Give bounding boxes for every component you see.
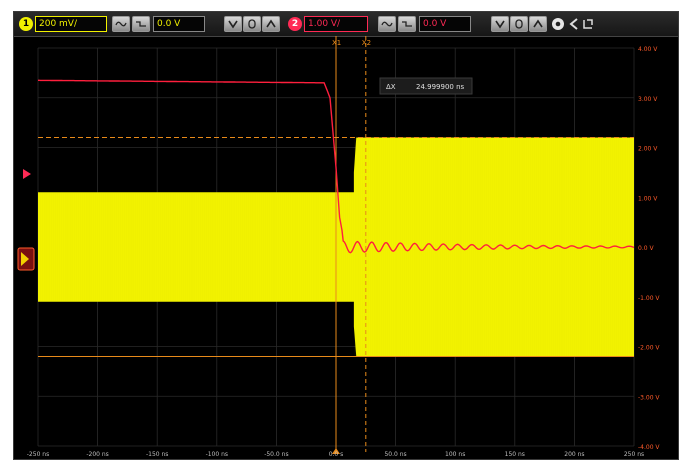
cursor-x1-label: X1	[332, 39, 341, 47]
invert-icon[interactable]	[224, 16, 242, 32]
channel-1-ground-marker[interactable]	[17, 247, 35, 271]
cursor-readout: ΔX 24.999900 ns	[379, 77, 473, 95]
y-tick-label: 0.0 V	[638, 245, 654, 252]
channel-2-trace	[38, 79, 635, 254]
channel-1-offset-field[interactable]: 0.0 V	[153, 16, 205, 32]
cursor-lines[interactable]: X1 X2	[38, 36, 634, 454]
back-icon[interactable]	[566, 16, 582, 32]
dc-coupling-icon[interactable]	[398, 16, 416, 32]
delta-x-label: ΔX	[386, 83, 396, 91]
channel-2-scale-field[interactable]: 1.00 V/	[304, 16, 368, 32]
x-tick-label: 50.0 ns	[384, 451, 406, 458]
bandwidth-limit-icon[interactable]	[510, 16, 528, 32]
y-tick-label: 2.00 V	[638, 146, 658, 153]
channel-2-ground-marker[interactable]	[23, 169, 31, 179]
x-tick-label: -200 ns	[86, 451, 108, 458]
channel-2-waveform	[38, 79, 635, 254]
up-icon[interactable]	[529, 16, 547, 32]
x-tick-label: -150 ns	[146, 451, 168, 458]
ac-coupling-icon[interactable]	[112, 16, 130, 32]
invert-icon[interactable]	[491, 16, 509, 32]
waveform-display[interactable]: X1 X2 4.00 V 3.00 V 2.00 V 1.00 V 0.0 V -1.00 …	[14, 36, 678, 459]
channel-toolbar: 1 200 mV/ 0.0 V 2 1.00 V/ 0.0 V	[14, 12, 678, 37]
y-axis-tick-labels: 4.00 V 3.00 V 2.00 V 1.00 V 0.0 V -1.00 V -2.0…	[638, 46, 660, 451]
x-tick-label: 150 ns	[505, 451, 525, 458]
y-tick-label: 1.00 V	[638, 195, 658, 202]
y-tick-label: 4.00 V	[638, 46, 658, 53]
channel-2-offset-field[interactable]: 0.0 V	[419, 16, 471, 32]
x-tick-label: -250 ns	[27, 451, 49, 458]
y-tick-label: -1.00 V	[638, 295, 660, 302]
trigger-position-marker	[332, 448, 340, 454]
x-tick-label: -100 ns	[206, 451, 228, 458]
settings-icon[interactable]	[550, 16, 566, 32]
menu-icon[interactable]	[580, 16, 596, 32]
cursor-x2-label: X2	[362, 39, 371, 47]
x-tick-label: 0.0 s	[329, 451, 344, 458]
channel-2-badge[interactable]: 2	[288, 17, 302, 31]
ac-coupling-icon[interactable]	[378, 16, 396, 32]
x-tick-label: 100 ns	[445, 451, 465, 458]
y-tick-label: 3.00 V	[638, 96, 658, 103]
y-tick-label: -3.00 V	[638, 394, 660, 401]
y-tick-label: -4.00 V	[638, 444, 660, 451]
channel-1-scale-field[interactable]: 200 mV/	[35, 16, 107, 32]
up-icon[interactable]	[262, 16, 280, 32]
x-tick-label: 250 ns	[624, 451, 644, 458]
dc-coupling-icon[interactable]	[132, 16, 150, 32]
delta-x-value: 24.999900 ns	[416, 83, 465, 91]
x-tick-label: -50.0 ns	[264, 451, 288, 458]
y-tick-label: -2.00 V	[638, 345, 660, 352]
channel-1-badge[interactable]: 1	[19, 17, 33, 31]
x-axis-tick-labels: -250 ns -200 ns -150 ns -100 ns -50.0 ns 0.0 …	[27, 451, 644, 458]
bandwidth-limit-icon[interactable]	[243, 16, 261, 32]
oscilloscope-window: 1 200 mV/ 0.0 V 2 1.00 V/ 0.0 V	[13, 11, 679, 460]
x-tick-label: 200 ns	[564, 451, 584, 458]
